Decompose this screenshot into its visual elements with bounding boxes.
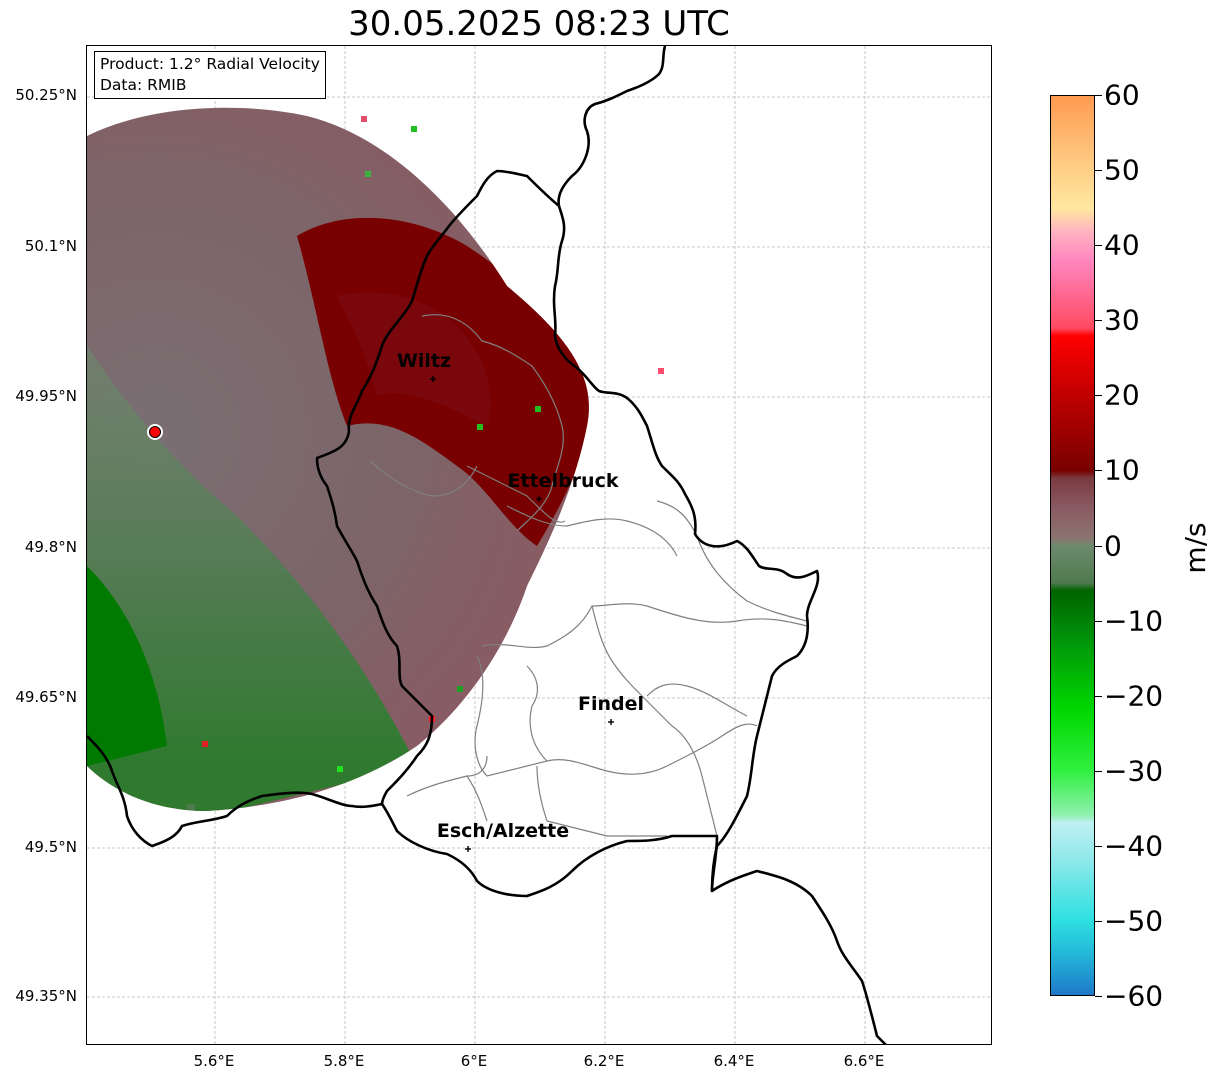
colorbar-tick-label: −60 bbox=[1104, 979, 1164, 1013]
city-label-wiltz: Wiltz bbox=[396, 350, 452, 372]
colorbar-tick-label: −20 bbox=[1104, 679, 1164, 713]
colorbar-tick-label: 50 bbox=[1104, 153, 1140, 187]
colorbar-tick-label: −40 bbox=[1104, 829, 1164, 863]
colorbar-tick-mark bbox=[1095, 695, 1102, 697]
colorbar-tick-mark bbox=[1095, 395, 1102, 397]
colorbar-tick-mark bbox=[1095, 545, 1102, 547]
colorbar-tick-mark bbox=[1095, 470, 1102, 472]
colorbar-tick-label: −10 bbox=[1104, 604, 1164, 638]
product-info-box: Product: 1.2° Radial Velocity Data: RMIB bbox=[94, 51, 326, 99]
colorbar-tick-label: 20 bbox=[1104, 378, 1140, 412]
lat-label: 49.35°N bbox=[15, 987, 77, 1005]
colorbar-tick-mark bbox=[1095, 320, 1102, 322]
lat-label: 49.95°N bbox=[15, 387, 77, 405]
colorbar-tick-mark bbox=[1095, 996, 1102, 997]
map-title: 30.05.2025 08:23 UTC bbox=[348, 4, 730, 44]
colorbar-tick-mark bbox=[1095, 770, 1102, 772]
city-label-esch-alzette: Esch/Alzette bbox=[436, 820, 570, 842]
city-markers bbox=[430, 376, 614, 852]
radar-map bbox=[87, 46, 991, 1044]
colorbar-tick-mark bbox=[1095, 920, 1102, 922]
colorbar-tick-label: 30 bbox=[1104, 303, 1140, 337]
data-source-label: Data: RMIB bbox=[100, 76, 187, 94]
colorbar-tick-label: −30 bbox=[1104, 754, 1164, 788]
city-label-findel: Findel bbox=[577, 693, 645, 715]
city-label-ettelbruck: Ettelbruck bbox=[507, 470, 619, 492]
colorbar-tick-label: −50 bbox=[1104, 904, 1164, 938]
lon-label: 6.2°E bbox=[583, 1052, 625, 1070]
lon-label: 6°E bbox=[460, 1052, 488, 1070]
lon-label: 5.8°E bbox=[323, 1052, 365, 1070]
lon-label: 5.6°E bbox=[193, 1052, 235, 1070]
colorbar-tick-label: 60 bbox=[1104, 78, 1140, 112]
lat-label: 49.8°N bbox=[24, 538, 77, 556]
colorbar-tick-label: 40 bbox=[1104, 228, 1140, 262]
colorbar bbox=[1050, 95, 1095, 996]
lat-label: 50.1°N bbox=[24, 237, 77, 255]
colorbar-tick-label: 10 bbox=[1104, 453, 1140, 487]
colorbar-tick-mark bbox=[1095, 845, 1102, 847]
lon-label: 6.4°E bbox=[713, 1052, 755, 1070]
colorbar-unit-label: m/s bbox=[1179, 522, 1207, 574]
colorbar-tick-mark bbox=[1095, 620, 1102, 622]
product-label: Product: 1.2° Radial Velocity bbox=[100, 55, 320, 73]
lat-label: 50.25°N bbox=[15, 86, 77, 104]
colorbar-tick-mark bbox=[1095, 170, 1102, 172]
map-panel[interactable] bbox=[86, 45, 992, 1045]
colorbar-tick-label: 0 bbox=[1104, 529, 1122, 562]
lat-label: 49.65°N bbox=[15, 688, 77, 706]
country-border bbox=[87, 46, 887, 1044]
lon-label: 6.6°E bbox=[843, 1052, 885, 1070]
lat-label: 49.5°N bbox=[24, 838, 77, 856]
colorbar-tick-mark bbox=[1095, 245, 1102, 247]
velocity-field bbox=[87, 107, 589, 811]
colorbar-tick-mark bbox=[1095, 95, 1102, 96]
canton-borders bbox=[369, 314, 808, 837]
